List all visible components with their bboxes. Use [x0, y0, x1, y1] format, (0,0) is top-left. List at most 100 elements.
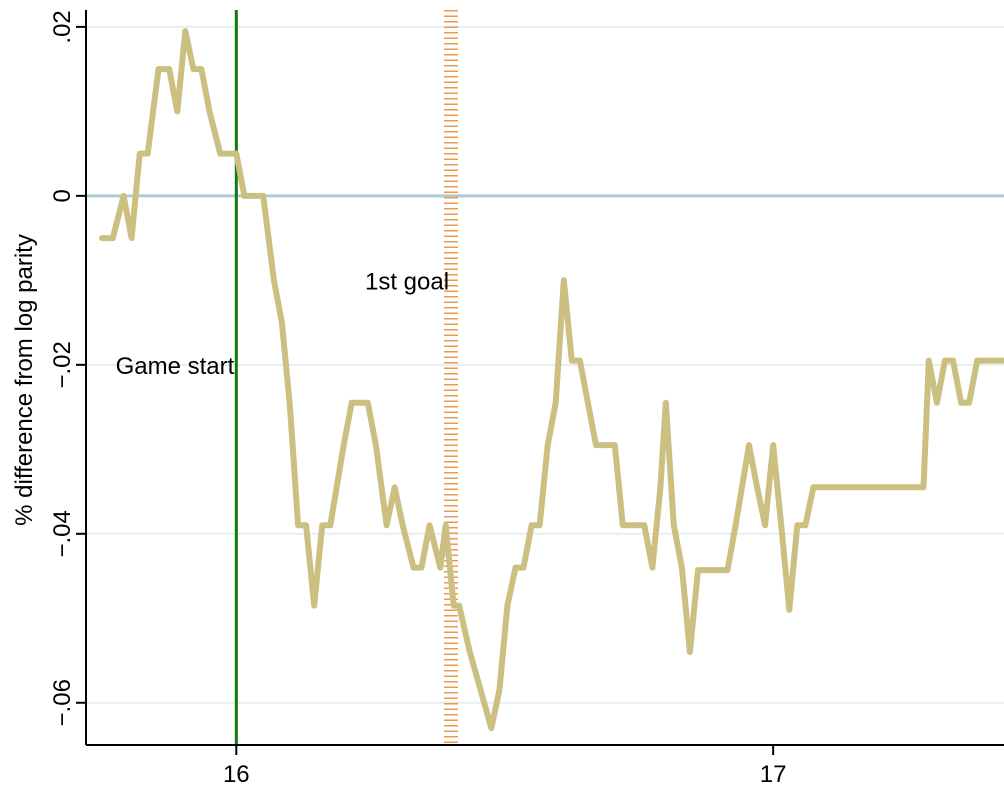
data-point [579, 360, 581, 362]
data-point [351, 402, 353, 404]
data-point [313, 605, 315, 607]
data-point [869, 486, 871, 488]
data-point [622, 524, 624, 526]
data-point [643, 524, 645, 526]
y-tick-label: −.04 [49, 510, 76, 557]
data-point [563, 279, 565, 281]
data-point [858, 486, 860, 488]
data-point [539, 524, 541, 526]
data-point [305, 524, 307, 526]
y-axis-title: % difference from log parity [11, 234, 38, 526]
data-point [157, 68, 159, 70]
data-point [445, 524, 447, 526]
data-point [421, 567, 423, 569]
x-tick-label: 17 [760, 761, 787, 788]
data-point [235, 153, 237, 155]
data-point [262, 195, 264, 197]
data-point [273, 279, 275, 281]
data-point [547, 444, 549, 446]
data-point [727, 569, 729, 571]
data-point [243, 195, 245, 197]
data-point [633, 524, 635, 526]
data-point [837, 486, 839, 488]
data-point [735, 524, 737, 526]
data-point [200, 68, 202, 70]
data-point [571, 360, 573, 362]
data-point [184, 30, 186, 32]
data-point [514, 567, 516, 569]
data-point [968, 402, 970, 404]
data-point [139, 153, 141, 155]
x-tick-label: 16 [223, 761, 250, 788]
data-point [281, 322, 283, 324]
data-point [952, 360, 954, 362]
data-point [764, 524, 766, 526]
data-point [780, 524, 782, 526]
data-point [788, 609, 790, 611]
data-point [192, 68, 194, 70]
data-point [984, 360, 986, 362]
data-point [480, 689, 482, 691]
event-lines [234, 10, 459, 745]
data-point [804, 524, 806, 526]
data-point [890, 486, 892, 488]
tick-marks: .02 0 −.02 −.04 −.06 16 17 [49, 10, 787, 788]
data-point [412, 567, 414, 569]
data-point [321, 524, 323, 526]
data-point [453, 605, 455, 607]
data-point [659, 486, 661, 488]
data-point [439, 567, 441, 569]
data-point [673, 524, 675, 526]
data-point [847, 486, 849, 488]
data-point [219, 153, 221, 155]
data-point [651, 567, 653, 569]
data-point [772, 444, 774, 446]
data-point [429, 524, 431, 526]
data-point [469, 651, 471, 653]
data-point [458, 605, 460, 607]
data-point [147, 153, 149, 155]
data-point [710, 569, 712, 571]
data-point [606, 444, 608, 446]
data-point [367, 402, 369, 404]
data-point [490, 727, 492, 729]
axes [85, 10, 1004, 746]
data-point [523, 567, 525, 569]
y-tick-label: 0 [49, 189, 76, 202]
data-point [587, 402, 589, 404]
data-point [748, 444, 750, 446]
data-point [796, 524, 798, 526]
data-point [506, 605, 508, 607]
grid-lines [86, 25, 1004, 704]
series-line [99, 28, 1004, 732]
data-point [375, 444, 377, 446]
data-point [812, 486, 814, 488]
data-point [928, 360, 930, 362]
series-lines [99, 28, 1004, 732]
data-point [906, 486, 908, 488]
data-point [112, 237, 114, 239]
data-point [944, 360, 946, 362]
data-point [329, 524, 331, 526]
data-point [123, 195, 125, 197]
data-point [176, 110, 178, 112]
data-point [681, 567, 683, 569]
data-point [531, 524, 533, 526]
data-point [131, 237, 133, 239]
data-point [665, 402, 667, 404]
data-point [689, 651, 691, 653]
data-point [386, 524, 388, 526]
data-point [297, 524, 299, 526]
data-point [394, 486, 396, 488]
data-point [880, 486, 882, 488]
data-point [829, 486, 831, 488]
data-point [705, 569, 707, 571]
data-point [614, 444, 616, 446]
data-point [254, 195, 256, 197]
data-point [343, 444, 345, 446]
data-point [208, 110, 210, 112]
data-point [498, 689, 500, 691]
data-point [168, 68, 170, 70]
data-point [718, 569, 720, 571]
